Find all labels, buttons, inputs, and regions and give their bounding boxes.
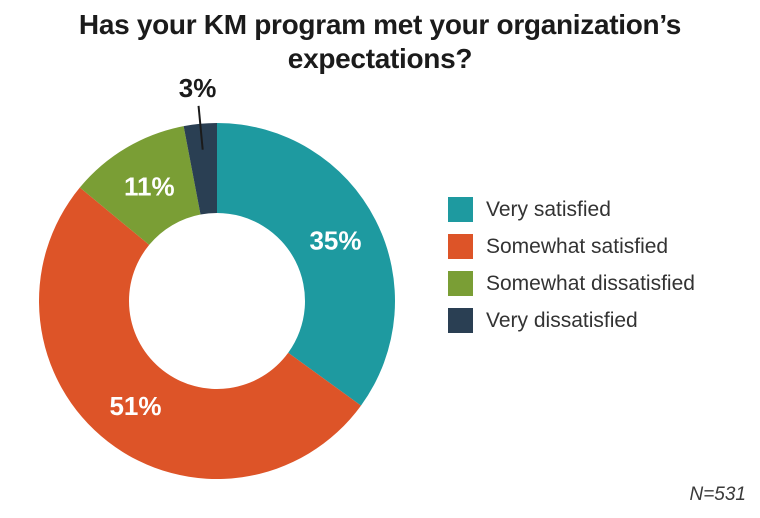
legend-item-very-satisfied: Very satisfied (448, 197, 695, 222)
legend-swatch-somewhat-dissatisfied (448, 271, 473, 296)
legend-swatch-very-satisfied (448, 197, 473, 222)
donut-segment-somewhat-satisfied (38, 187, 362, 480)
legend: Very satisfied Somewhat satisfied Somewhat… (448, 197, 695, 345)
legend-label-very-satisfied: Very satisfied (486, 197, 611, 221)
legend-swatch-very-dissatisfied (448, 308, 473, 333)
leader-line-very-dissatisfied (197, 105, 204, 150)
sample-size-note: N=531 (689, 484, 746, 505)
segment-value-label-somewhat-satisfied: 51% (109, 391, 161, 421)
legend-label-very-dissatisfied: Very dissatisfied (486, 308, 638, 332)
segment-value-label-very-satisfied: 35% (309, 226, 361, 256)
donut-segment-somewhat-dissatisfied (79, 126, 201, 245)
legend-item-somewhat-satisfied: Somewhat satisfied (448, 234, 695, 259)
donut-segment-very-dissatisfied (183, 123, 217, 215)
legend-label-somewhat-satisfied: Somewhat satisfied (486, 234, 669, 258)
donut-segment-very-satisfied (217, 123, 395, 406)
legend-label-somewhat-dissatisfied: Somewhat dissatisfied (486, 271, 695, 295)
segment-value-label-somewhat-dissatisfied: 11% (124, 172, 175, 202)
chart-title: Has your KM program met your organizatio… (78, 9, 682, 74)
legend-item-very-dissatisfied: Very dissatisfied (448, 308, 695, 333)
legend-swatch-somewhat-satisfied (448, 234, 473, 259)
segment-value-label-very-dissatisfied: 3% (179, 73, 217, 103)
legend-item-somewhat-dissatisfied: Somewhat dissatisfied (448, 271, 695, 296)
